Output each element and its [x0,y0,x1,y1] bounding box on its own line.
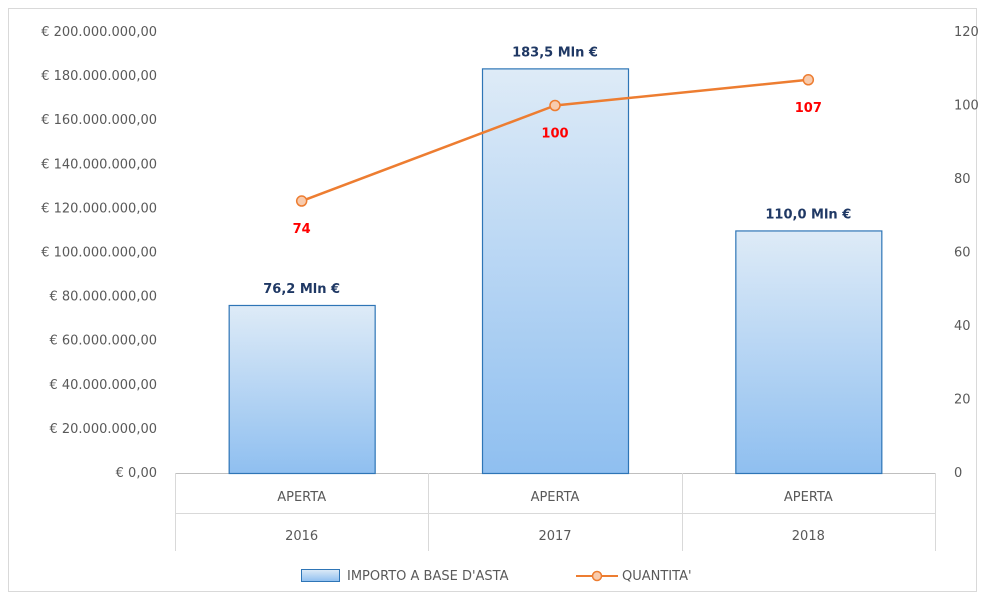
left-axis-tick-label: € 180.000.000,00 [41,69,157,84]
bar-data-label: 110,0 Mln € [765,207,851,222]
line-data-label: 107 [795,101,822,116]
left-axis-tick-label: € 160.000.000,00 [41,113,157,128]
bar-importo [481,68,630,475]
line-data-label: 74 [293,222,311,237]
legend-swatch-marker [591,570,603,582]
left-axis-tick-label: € 140.000.000,00 [41,157,157,172]
legend-swatch-importo [301,569,340,582]
left-axis-tick-label: € 20.000.000,00 [49,422,157,437]
category-label-level1: APERTA [531,490,580,505]
bar-importo [735,230,883,475]
bar-data-label: 183,5 Mln € [512,45,598,60]
category-label-level1: APERTA [784,490,833,505]
category-label-level2: 2018 [792,529,825,544]
right-axis-tick-label: 120 [954,25,979,40]
right-axis-tick-label: 0 [954,466,962,481]
category-label-level2: 2017 [538,529,571,544]
legend-label-quantita: QUANTITA' [622,569,692,584]
right-axis-tick-label: 80 [954,172,971,187]
right-axis-tick-label: 60 [954,246,971,261]
left-axis-tick-label: € 100.000.000,00 [41,246,157,261]
category-label-level1: APERTA [277,490,326,505]
line-point-marker [802,74,815,86]
right-axis-tick-label: 20 [954,393,971,408]
line-point-marker [549,99,561,112]
left-axis-tick-label: € 0,00 [116,466,157,481]
left-axis-tick-label: € 120.000.000,00 [41,201,157,216]
right-axis-tick-label: 40 [954,319,971,334]
line-point-marker [295,195,308,207]
bar-data-label: 76,2 Mln € [263,282,340,297]
left-axis-tick-label: € 80.000.000,00 [49,290,157,305]
bar-importo [228,304,376,475]
category-label-level2: 2016 [285,529,318,544]
left-axis-tick-label: € 40.000.000,00 [49,378,157,393]
legend-label-importo: IMPORTO A BASE D'ASTA [347,569,509,584]
right-axis-tick-label: 100 [954,99,979,114]
line-data-label: 100 [541,127,568,142]
left-axis-tick-label: € 60.000.000,00 [49,334,157,349]
left-axis-tick-label: € 200.000.000,00 [41,25,157,40]
